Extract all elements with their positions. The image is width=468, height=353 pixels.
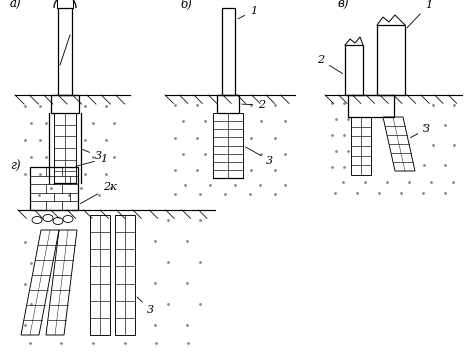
Bar bbox=[345, 45, 363, 95]
Bar bbox=[217, 95, 239, 113]
Text: 1: 1 bbox=[407, 0, 432, 28]
Text: 3: 3 bbox=[137, 297, 154, 315]
Bar bbox=[58, 8, 72, 95]
Text: 2: 2 bbox=[242, 100, 265, 110]
Text: 2: 2 bbox=[317, 55, 343, 73]
Bar bbox=[351, 117, 371, 175]
Bar bbox=[54, 113, 76, 183]
Bar bbox=[377, 25, 405, 95]
Text: а): а) bbox=[10, 0, 22, 11]
Text: 2к: 2к bbox=[80, 182, 117, 204]
Bar bbox=[221, 8, 234, 95]
Text: 3: 3 bbox=[81, 149, 102, 161]
Bar bbox=[30, 167, 78, 210]
Bar bbox=[115, 215, 135, 335]
Text: 3: 3 bbox=[245, 147, 273, 166]
Bar bbox=[213, 113, 243, 178]
Bar bbox=[51, 95, 79, 113]
Bar bbox=[348, 95, 394, 117]
Text: г): г) bbox=[10, 160, 21, 173]
Text: 1: 1 bbox=[238, 6, 257, 19]
Text: 3: 3 bbox=[410, 124, 430, 138]
Text: в): в) bbox=[338, 0, 350, 11]
Text: 1: 1 bbox=[76, 154, 107, 166]
Text: б): б) bbox=[180, 0, 192, 11]
Bar bbox=[90, 215, 110, 335]
